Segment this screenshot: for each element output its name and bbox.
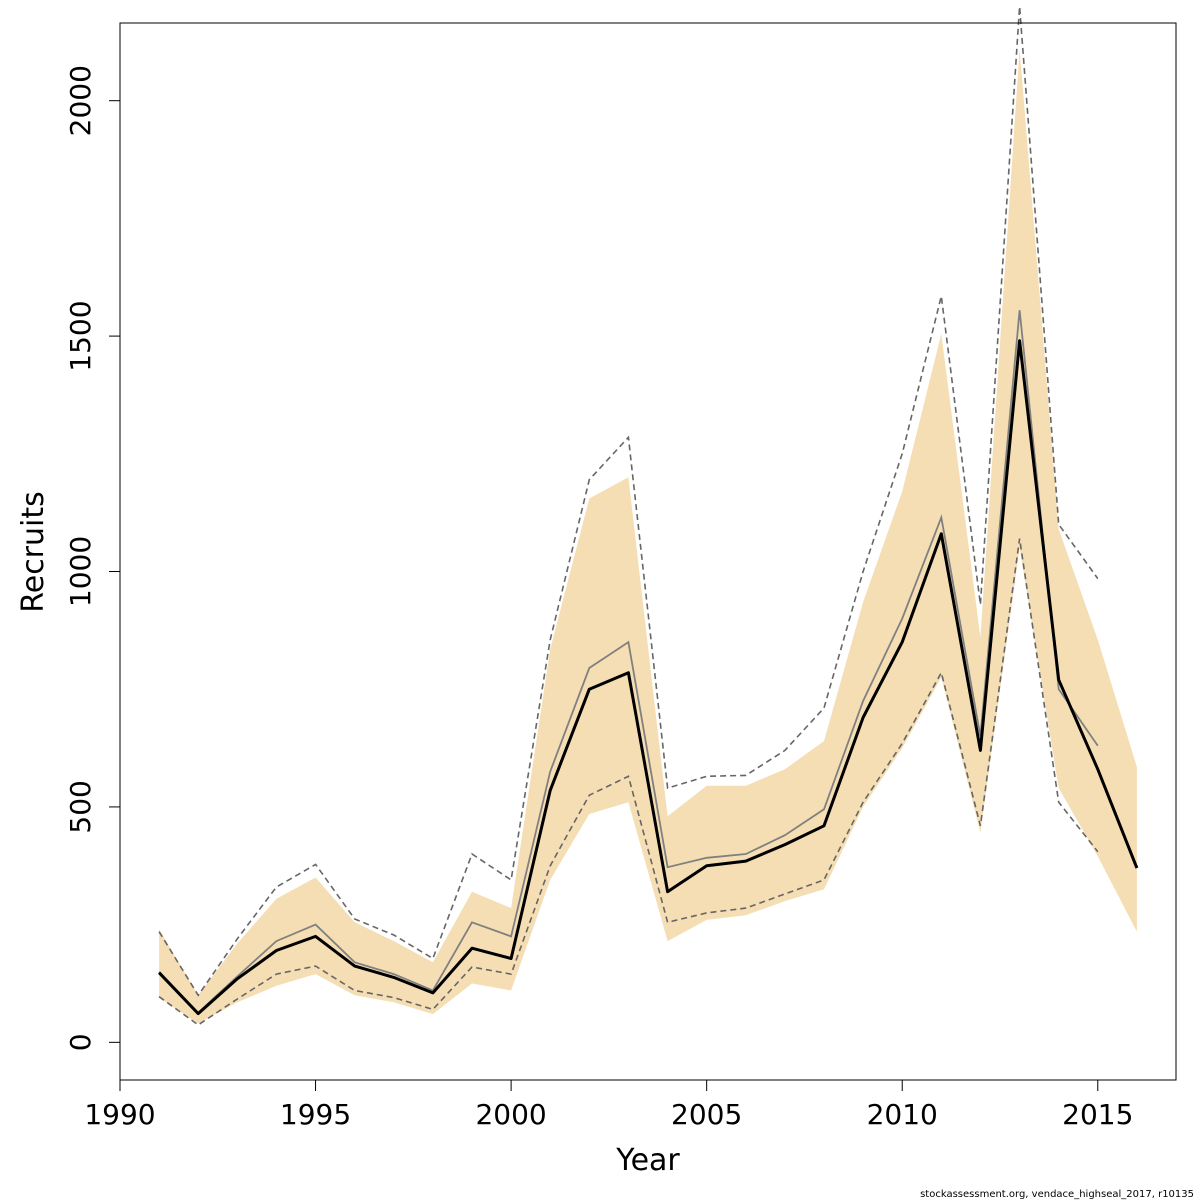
y-tick-label: 0 <box>64 1033 97 1051</box>
previous-lower-bound-line <box>158 538 1099 1026</box>
source-caption: stockassessment.org, vendace_highseal_20… <box>920 1189 1194 1200</box>
current-estimate-line <box>158 339 1139 1016</box>
y-tick-label: 2000 <box>64 65 97 136</box>
previous-estimate-line <box>158 310 1099 1014</box>
x-tick-label: 1995 <box>280 1098 351 1131</box>
y-tick-label: 1000 <box>64 536 97 607</box>
x-axis-title: Year <box>615 1143 680 1178</box>
previous-upper-bound-line <box>158 6 1099 997</box>
y-tick-label: 1500 <box>64 300 97 371</box>
x-tick-label: 2010 <box>867 1098 938 1131</box>
previous-estimate-layer <box>158 6 1099 1026</box>
current-estimate-layer <box>158 339 1139 1016</box>
x-tick-label: 2005 <box>671 1098 742 1131</box>
x-axis: 1990 1995 2000 2005 2010 2015 <box>84 1079 1133 1131</box>
y-tick-label: 500 <box>64 780 97 833</box>
x-tick-label: 2015 <box>1062 1098 1133 1131</box>
x-tick-label: 2000 <box>475 1098 546 1131</box>
y-axis-title: Recruits <box>16 491 51 613</box>
x-tick-label: 1990 <box>84 1098 155 1131</box>
y-axis: 0 500 1000 1500 2000 <box>64 65 121 1051</box>
